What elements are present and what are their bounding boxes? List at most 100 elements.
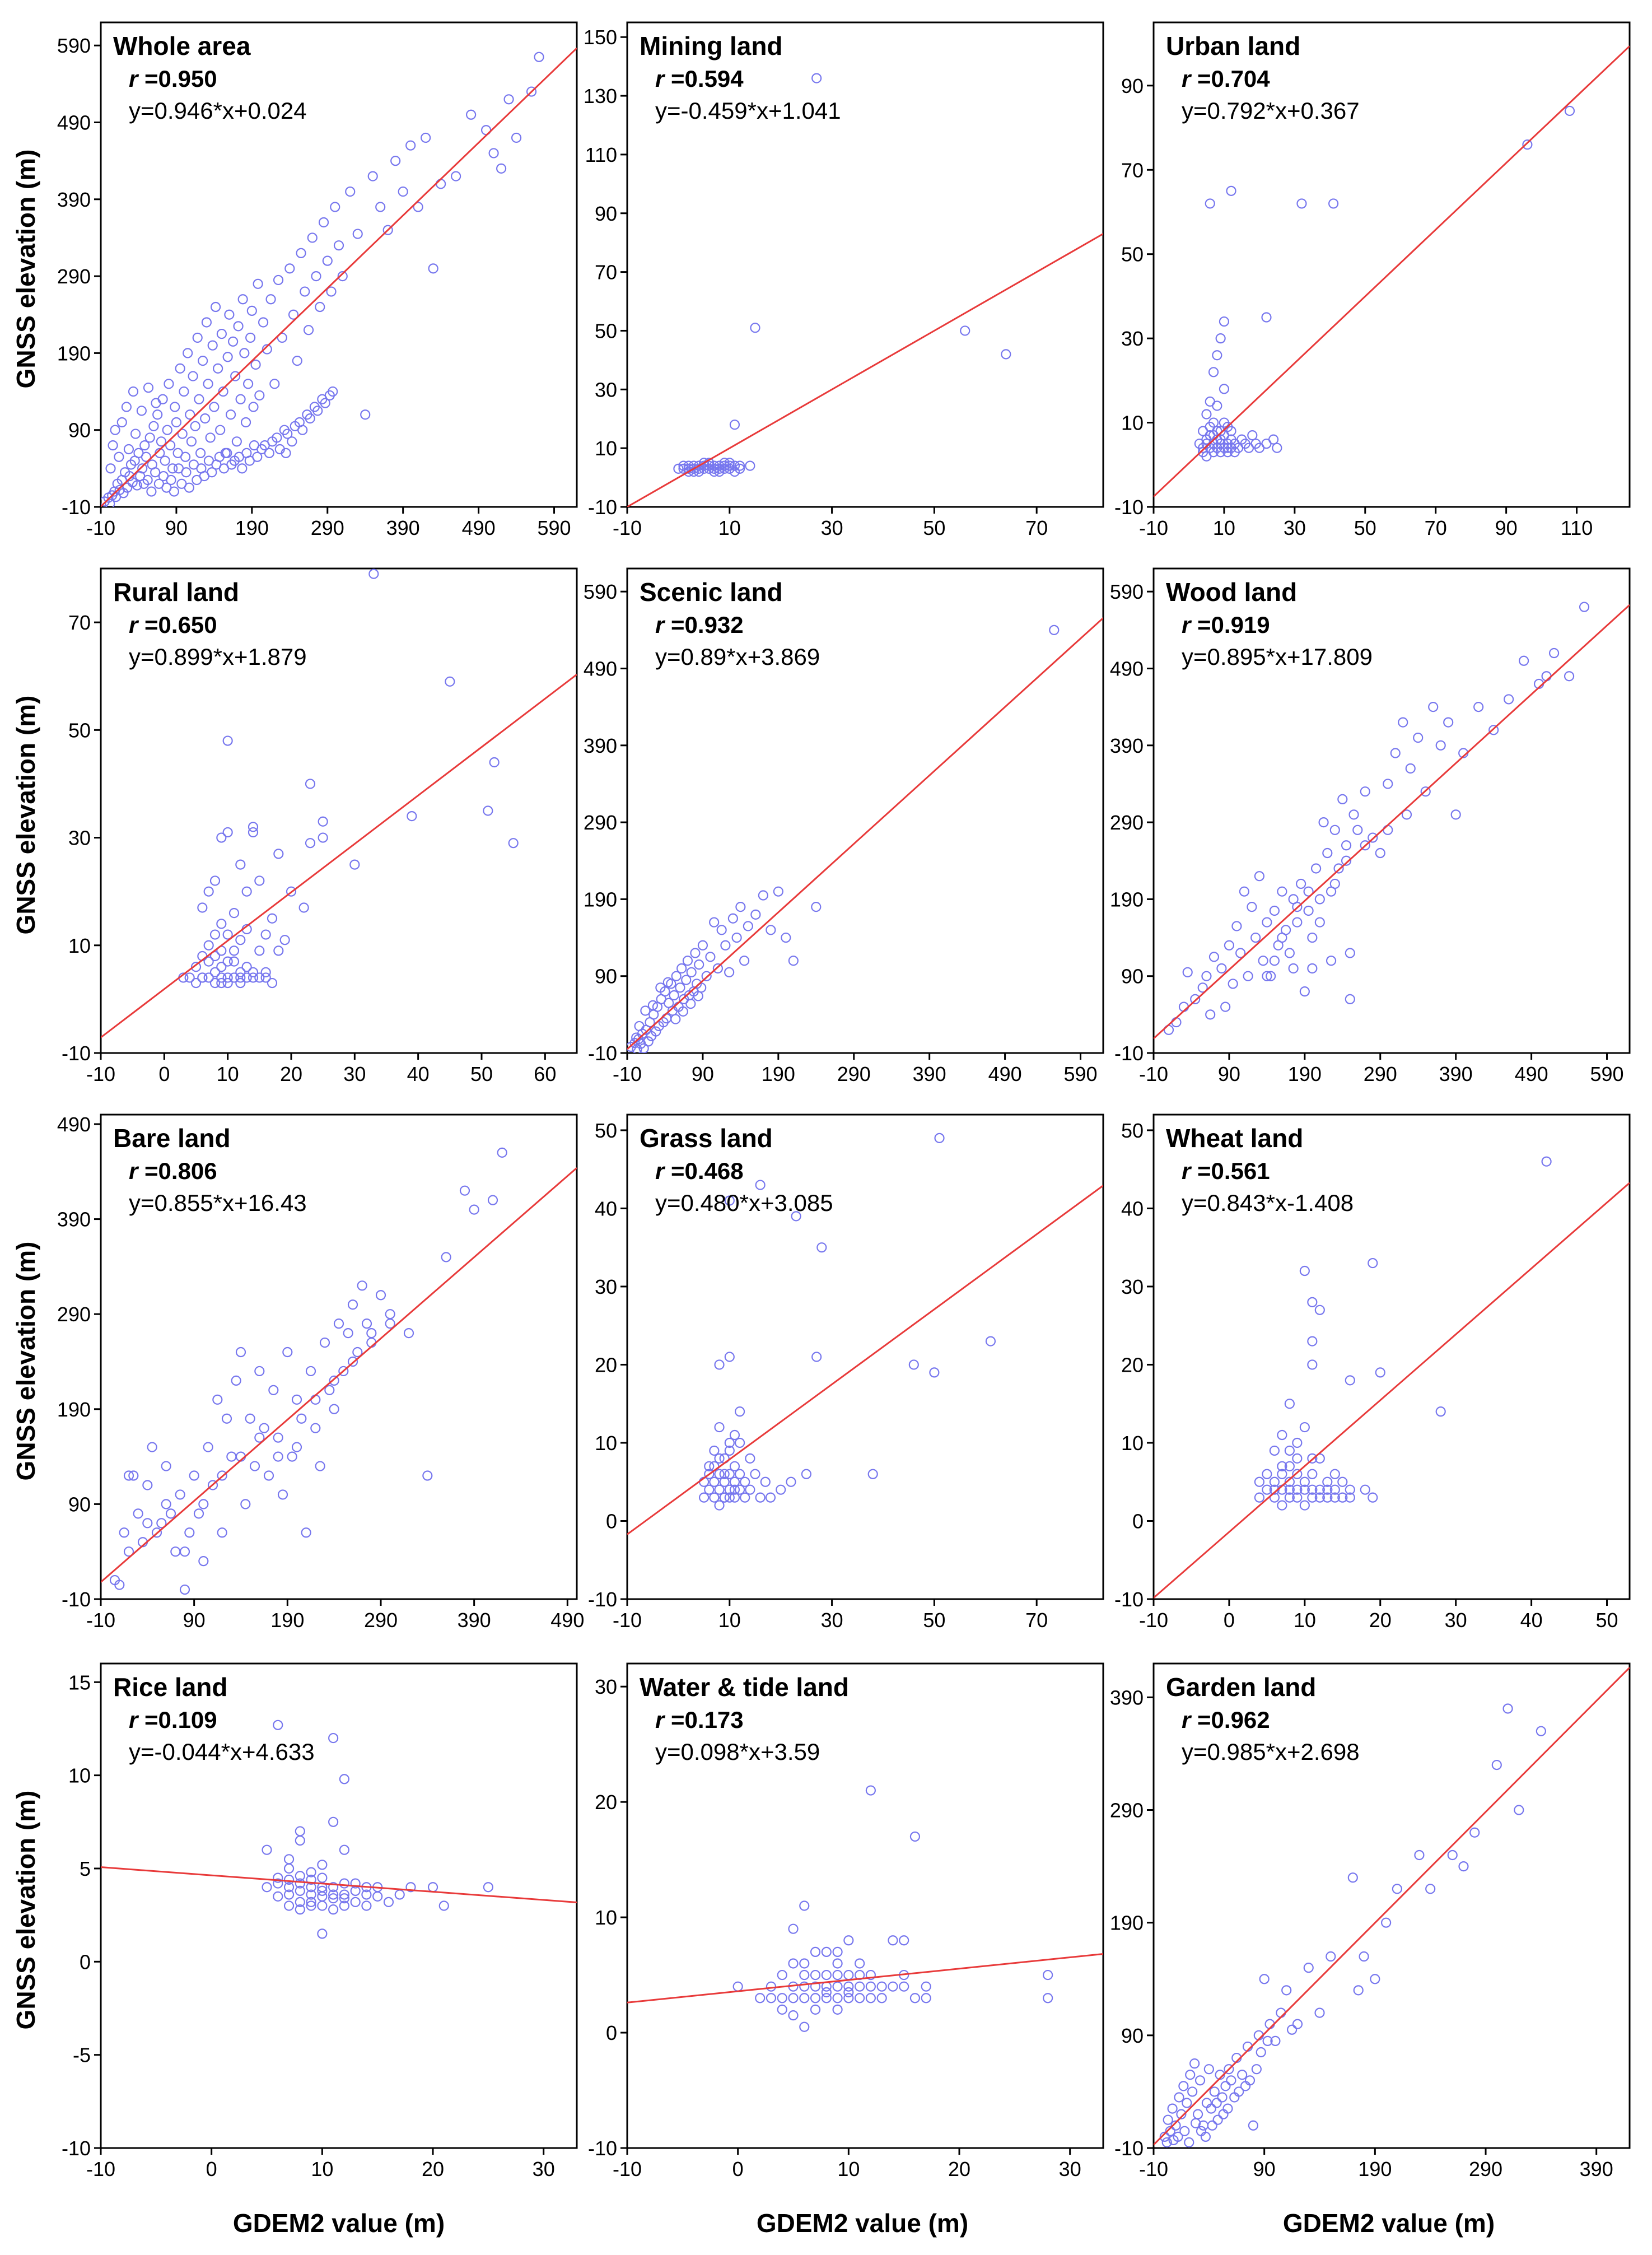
chart-whole-area-r-number: =0.950 bbox=[144, 66, 217, 92]
chart-scenic-land-title: Scenic land bbox=[640, 577, 783, 607]
chart-water-tide-land-point-33 bbox=[843, 1987, 854, 1998]
chart-wood-land-point-21 bbox=[1262, 917, 1272, 928]
y-axis-label-row-1: GNSS elevation (m) bbox=[11, 150, 40, 389]
chart-garden-land-plot-area bbox=[1154, 1667, 1630, 2148]
chart-rural-land-point-60 bbox=[228, 956, 240, 967]
chart-bare-land-point-3 bbox=[123, 1546, 134, 1557]
chart-bare-land-point-32 bbox=[259, 1423, 269, 1433]
chart-wood-land-point-5 bbox=[1197, 982, 1208, 993]
chart-garden-land-point-43 bbox=[1392, 1884, 1402, 1894]
chart-wood-land-point-73 bbox=[1345, 948, 1355, 958]
chart-bare-land-point-52 bbox=[352, 1347, 363, 1358]
chart-bare-land-r-symbol: r bbox=[129, 1158, 144, 1184]
chart-grass-land-point-43 bbox=[929, 1367, 940, 1378]
chart-whole-area-point-45 bbox=[186, 436, 197, 447]
chart-whole-area-ytick-label-0: -10 bbox=[62, 496, 91, 519]
chart-whole-area-plot-area bbox=[101, 47, 577, 507]
chart-bare-land-point-4 bbox=[128, 1470, 139, 1481]
chart-grass-land-point-40 bbox=[816, 1242, 827, 1253]
chart-bare-land-point-79 bbox=[385, 1318, 395, 1329]
chart-rice-land-frame bbox=[100, 1662, 578, 2149]
chart-mining-land-ytick-label-3: 50 bbox=[595, 319, 617, 342]
chart-wood-land-point-37 bbox=[1322, 847, 1333, 859]
chart-grass-land-r-symbol: r bbox=[655, 1158, 671, 1184]
chart-whole-area-point-131 bbox=[121, 402, 132, 412]
chart-water-tide-land-point-56 bbox=[821, 1946, 832, 1957]
chart-mining-land-r-number: =0.594 bbox=[671, 66, 744, 92]
chart-water-tide-land-point-49 bbox=[921, 1981, 931, 1992]
chart-rural-land-point-68 bbox=[222, 929, 233, 940]
chart-whole-area-point-16 bbox=[132, 480, 142, 491]
chart-whole-area-point-12 bbox=[124, 470, 135, 482]
chart-grass-land-frame bbox=[626, 1113, 1104, 1600]
chart-wood-land-ytick-label-2: 190 bbox=[1110, 888, 1144, 911]
chart-bare-land-point-10 bbox=[156, 1518, 167, 1529]
chart-mining-land-plot-area bbox=[627, 73, 1103, 507]
chart-rural-land-point-42 bbox=[267, 913, 278, 924]
chart-bare-land: -10 90 190 290 390 490 -10 90 190 290 390 490 Bare l… bbox=[57, 1113, 584, 1632]
chart-rural-land-point-14 bbox=[216, 972, 227, 983]
chart-water-tide-land: -10 0 10 20 30 -10 0 10 20 30 Water & tide land r =… bbox=[588, 1662, 1104, 2181]
chart-wheat-land-ytick-label-5: 40 bbox=[1121, 1197, 1144, 1220]
chart-rice-land-title: Rice land bbox=[113, 1672, 228, 1702]
chart-rural-land-point-11 bbox=[209, 967, 221, 977]
chart-mining-land-equation: y=-0.459*x+1.041 bbox=[655, 97, 841, 124]
chart-water-tide-land-point-26 bbox=[832, 1981, 843, 1992]
chart-wheat-land-point-12 bbox=[1284, 1484, 1295, 1495]
chart-whole-area-point-171 bbox=[272, 432, 282, 443]
chart-mining-land-fit-line bbox=[627, 233, 1103, 507]
chart-bare-land-point-47 bbox=[329, 1404, 339, 1414]
chart-whole-area-point-174 bbox=[282, 428, 293, 439]
chart-grass-land-point-53 bbox=[745, 1453, 755, 1464]
chart-whole-area-point-54 bbox=[203, 379, 213, 389]
chart-rural-land-r-symbol: r bbox=[129, 612, 144, 638]
chart-wheat-land-point-25 bbox=[1307, 1484, 1318, 1495]
chart-whole-area-point-109 bbox=[382, 225, 393, 235]
chart-mining-land-xtick-label-1: 10 bbox=[718, 516, 741, 539]
chart-wheat-land-point-45 bbox=[1375, 1367, 1385, 1378]
chart-wheat-land-xtick-label-4: 30 bbox=[1445, 1609, 1467, 1632]
chart-rice-land-point-50 bbox=[317, 1885, 328, 1896]
chart-garden-land-point-34 bbox=[1292, 2019, 1303, 2029]
chart-wheat-land-point-54 bbox=[1322, 1484, 1333, 1495]
chart-water-tide-land-point-58 bbox=[855, 1958, 865, 1969]
chart-scenic-land-point-35 bbox=[694, 959, 704, 970]
chart-whole-area-point-60 bbox=[215, 425, 226, 435]
chart-whole-area-point-59 bbox=[213, 363, 223, 374]
chart-rural-land-r-number: =0.650 bbox=[144, 612, 217, 638]
chart-wood-land-point-74 bbox=[1262, 971, 1272, 981]
chart-wheat-land-point-5 bbox=[1269, 1476, 1280, 1487]
chart-garden-land-point-50 bbox=[1502, 1703, 1513, 1714]
chart-scenic-land-point-22 bbox=[669, 990, 679, 1001]
chart-wheat-land-frame bbox=[1152, 1113, 1631, 1600]
chart-grass-land-point-48 bbox=[729, 1429, 740, 1441]
chart-whole-area-point-85 bbox=[269, 379, 280, 389]
chart-rural-land-point-16 bbox=[216, 919, 227, 929]
chart-bare-land-point-5 bbox=[133, 1508, 143, 1519]
chart-urban-land-xtick-label-6: 110 bbox=[1561, 516, 1593, 539]
chart-urban-land-point-20 bbox=[1219, 384, 1230, 394]
chart-wood-land-point-44 bbox=[1348, 809, 1359, 820]
chart-wheat-land-point-24 bbox=[1307, 1492, 1318, 1503]
chart-water-tide-land-point-42 bbox=[888, 1981, 898, 1992]
chart-water-tide-land-point-55 bbox=[810, 1969, 821, 1981]
chart-water-tide-land-point-51 bbox=[1043, 1969, 1053, 1981]
chart-wood-land-point-36 bbox=[1318, 817, 1329, 828]
chart-wheat-land-point-40 bbox=[1345, 1484, 1355, 1495]
chart-water-tide-land-point-53 bbox=[832, 1946, 843, 1957]
chart-whole-area-xtick-label-2: 190 bbox=[235, 516, 269, 539]
chart-rural-land-point-44 bbox=[273, 849, 284, 859]
chart-scenic-land-point-47 bbox=[735, 902, 746, 912]
chart-whole-area-point-154 bbox=[207, 467, 217, 478]
chart-rice-land-r-number: =0.109 bbox=[144, 1707, 217, 1733]
chart-grass-land-plot-area bbox=[627, 1133, 1103, 1535]
chart-grass-land-point-44 bbox=[934, 1133, 945, 1143]
chart-grass-land-title: Grass land bbox=[640, 1124, 773, 1153]
chart-garden-land-point-30 bbox=[1259, 1974, 1270, 1984]
chart-mining-land-xtick-label-2: 30 bbox=[821, 516, 843, 539]
chart-whole-area-point-83 bbox=[262, 344, 272, 355]
chart-garden-land-point-61 bbox=[1207, 2120, 1217, 2131]
chart-grass-land-point-24 bbox=[734, 1484, 745, 1495]
chart-water-tide-land-point-57 bbox=[799, 1958, 810, 1969]
chart-garden-land-point-49 bbox=[1491, 1759, 1502, 1771]
